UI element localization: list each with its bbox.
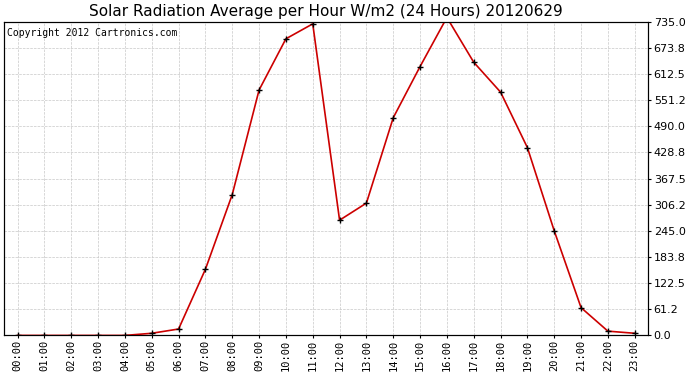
Title: Solar Radiation Average per Hour W/m2 (24 Hours) 20120629: Solar Radiation Average per Hour W/m2 (2… bbox=[89, 4, 563, 19]
Text: Copyright 2012 Cartronics.com: Copyright 2012 Cartronics.com bbox=[8, 28, 178, 38]
